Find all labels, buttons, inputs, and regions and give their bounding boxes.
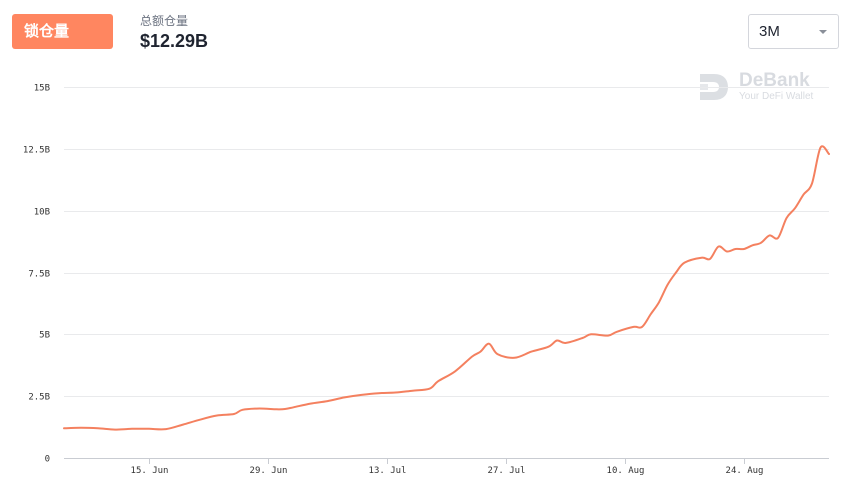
- y-tick-label: 12.5B: [23, 146, 50, 156]
- grid-lines: [64, 87, 829, 459]
- watermark-tagline: Your DeFi Wallet: [739, 91, 814, 102]
- y-tick-label: 5B: [39, 331, 50, 341]
- series: [63, 145, 830, 431]
- range-select-value: 3M: [759, 23, 780, 40]
- x-tick-label: 15. Jun: [131, 466, 169, 476]
- y-tick-label: 10B: [34, 208, 50, 218]
- tvl-value: $12.29B: [140, 31, 209, 51]
- y-tick-label: 15B: [34, 84, 50, 94]
- tab-tvl[interactable]: 锁仓量: [12, 14, 113, 49]
- tvl-series-line: [63, 145, 830, 431]
- y-tick-label: 7.5B: [28, 270, 50, 280]
- range-select[interactable]: 3M: [748, 14, 839, 49]
- tvl-label: 总额仓量: [140, 14, 189, 28]
- watermark-name: DeBank: [739, 70, 810, 91]
- x-tick-label: 10. Aug: [607, 466, 645, 476]
- tvl-summary: 总额仓量 $12.29B: [140, 14, 208, 53]
- y-tick-label: 0: [45, 455, 50, 465]
- y-tick-label: 2.5B: [28, 393, 50, 403]
- debank-watermark: DeBank Your DeFi Wallet: [698, 70, 828, 104]
- x-tick-label: 29. Jun: [250, 466, 288, 476]
- x-tick-label: 24. Aug: [726, 466, 764, 476]
- chevron-down-icon: [819, 30, 827, 34]
- x-tick-label: 27. Jul: [488, 466, 526, 476]
- x-axis: 15. Jun 29. Jun 13. Jul 27. Jul 10. Aug 24. A…: [64, 458, 829, 476]
- x-tick-label: 13. Jul: [369, 466, 407, 476]
- y-axis: 0 2.5B 5B 7.5B 10B 12.5B 15B: [23, 84, 50, 465]
